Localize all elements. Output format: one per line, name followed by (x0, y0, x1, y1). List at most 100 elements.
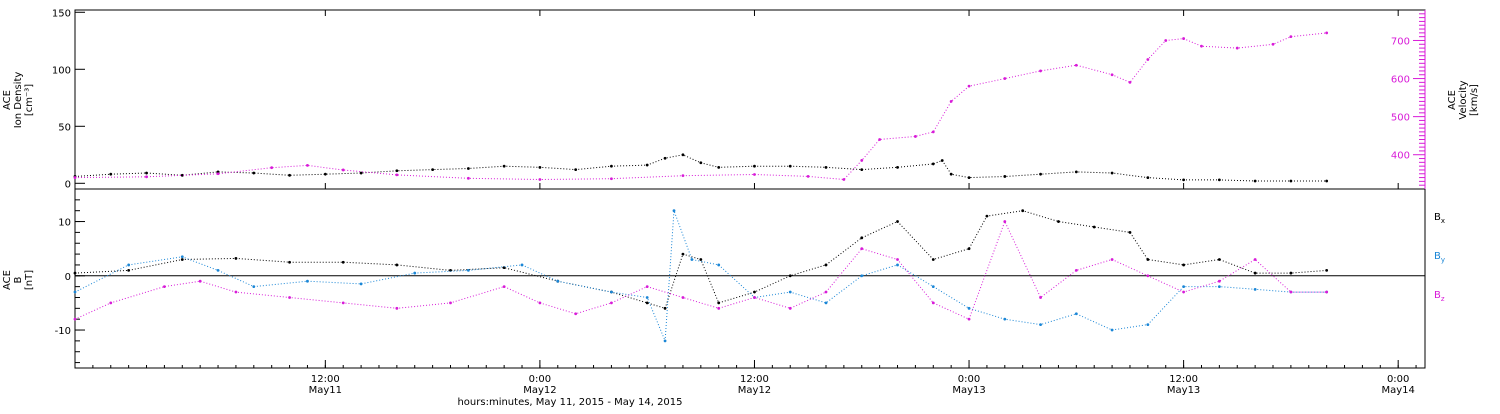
density-series-0-point-5 (252, 171, 256, 175)
bfield-series-2-point-2 (163, 285, 166, 289)
density-series-0-point-24 (860, 168, 864, 172)
y-left-label-line-2: [cm⁻³] (24, 84, 35, 116)
bfield-series-0-point-15 (717, 301, 721, 305)
bfield-series-2-point-11 (574, 312, 578, 316)
bfield-series-2-point-32 (1325, 290, 1329, 294)
y-right-tick-label-2: 600 (1391, 75, 1410, 86)
velocity-series-0-point-31 (1289, 35, 1293, 39)
bfield-series-2-point-18 (824, 290, 828, 294)
bfield-series-1-point-23 (967, 306, 971, 310)
velocity-series-0-point-30 (1271, 42, 1275, 46)
density-series-0-point-8 (359, 171, 363, 175)
density-series-0-point-17 (663, 156, 667, 160)
density-series-0-point-29 (967, 176, 971, 179)
bfield-series-1-point-25 (1039, 323, 1042, 327)
bfield-series-0-point-33 (1325, 268, 1329, 272)
density-series-0-point-16 (645, 163, 649, 167)
bfield-series-2-point-0 (73, 317, 77, 321)
y-right-label-line-1: Velocity (1458, 80, 1469, 119)
bfield-series-2-point-9 (502, 285, 506, 289)
bfield-series-1-point-1 (127, 263, 131, 267)
bfield-series-line-0 (74, 210, 1327, 309)
density-series-0-point-12 (502, 164, 506, 168)
x-tick-label-time-3: 0:00 (958, 374, 980, 385)
bfield-series-0-point-26 (1092, 225, 1096, 229)
x-tick-label-day-2: May12 (738, 385, 771, 396)
density-series-0-point-30 (1003, 175, 1007, 178)
velocity-series-0-point-18 (949, 100, 953, 103)
bfield-series-1-point-29 (1182, 285, 1186, 289)
density-series-0-point-15 (610, 164, 613, 168)
velocity-series-0-point-22 (1074, 63, 1078, 67)
bfield-series-0-point-6 (395, 263, 399, 267)
density-series-0-point-37 (1253, 179, 1257, 183)
bfield-series-2-point-30 (1253, 258, 1257, 261)
velocity-series-0-point-23 (1110, 73, 1114, 77)
bfield-series-2-point-19 (860, 247, 864, 251)
bfield-series-1-point-21 (896, 263, 899, 267)
velocity-series-0-point-4 (306, 163, 309, 167)
bfield-series-0-point-30 (1217, 258, 1221, 261)
y2-tick-label-1: 0 (65, 272, 71, 283)
x-tick-label-day-0: May11 (309, 385, 342, 396)
bfield-series-2-point-26 (1110, 258, 1114, 261)
velocity-series-0-point-25 (1146, 58, 1150, 61)
density-series-0-point-11 (466, 167, 470, 170)
bfield-series-1-point-31 (1253, 287, 1257, 291)
bfield-series-1-point-6 (359, 282, 363, 286)
velocity-series-0-point-29 (1235, 46, 1239, 50)
bfield-series-1-point-11 (610, 290, 613, 294)
bfield-series-2-point-28 (1182, 290, 1186, 294)
density-series-0-point-10 (431, 168, 435, 172)
y-right-label-line-0: ACE (1447, 90, 1458, 110)
density-series-0-point-36 (1217, 178, 1221, 182)
y2-label-line-0: ACE (2, 270, 13, 290)
density-series-0-point-6 (288, 173, 291, 177)
bfield-series-2-point-8 (449, 301, 452, 305)
density-series-0-point-26 (931, 162, 935, 166)
bfield-series-2-point-5 (288, 296, 291, 299)
bfield-series-1-point-8 (466, 268, 470, 272)
bfield-series-1-point-3 (216, 268, 220, 272)
bfield-series-0-point-25 (1057, 220, 1060, 223)
bfield-series-2-point-21 (931, 301, 935, 305)
velocity-series-0-point-20 (1003, 77, 1007, 80)
velocity-series-0-point-17 (931, 130, 935, 134)
density-series-0-point-34 (1146, 176, 1150, 179)
top-panel-frame (74, 9, 1426, 190)
velocity-series-0-point-0 (73, 176, 77, 179)
bfield-series-0-point-32 (1289, 271, 1293, 275)
bfield-series-2-point-23 (1003, 220, 1007, 223)
bfield-series-1-point-19 (824, 301, 828, 305)
x-tick-label-day-1: May12 (523, 385, 556, 396)
bfield-series-1-point-7 (413, 271, 417, 275)
density-series-0-point-13 (538, 165, 542, 169)
bfield-series-2-point-14 (681, 296, 685, 299)
velocity-series-0-point-24 (1128, 80, 1132, 84)
y-left-tick-label-2: 100 (52, 65, 71, 76)
bfield-series-0-point-2 (180, 258, 184, 261)
bfield-series-2-point-7 (395, 306, 399, 310)
bfield-series-0-point-19 (860, 236, 864, 240)
bfield-series-0-point-3 (234, 257, 238, 260)
density-series-0-point-25 (896, 165, 899, 169)
velocity-series-0-point-6 (395, 173, 399, 177)
bfield-series-1-point-24 (1003, 317, 1007, 321)
density-series-0-point-28 (949, 172, 953, 176)
bfield-series-0-point-12 (663, 306, 667, 310)
legend-entry-z: Bz (1434, 290, 1445, 303)
density-series-line-0 (74, 154, 1327, 182)
bfield-series-2-point-16 (753, 296, 756, 299)
bfield-series-2-point-4 (234, 290, 238, 294)
density-series-0-point-38 (1289, 179, 1293, 183)
bfield-series-2-point-27 (1146, 274, 1150, 278)
bfield-series-0-point-0 (73, 271, 77, 275)
velocity-series-0-point-3 (270, 166, 274, 170)
velocity-series-0-point-2 (216, 172, 220, 176)
bfield-series-1-point-27 (1110, 328, 1114, 332)
x-tick-label-time-0: 12:00 (311, 374, 340, 385)
bfield-series-line-2 (74, 220, 1327, 320)
bfield-series-0-point-5 (341, 260, 345, 264)
bfield-series-1-point-28 (1146, 323, 1150, 327)
bfield-series-2-point-24 (1039, 296, 1042, 299)
